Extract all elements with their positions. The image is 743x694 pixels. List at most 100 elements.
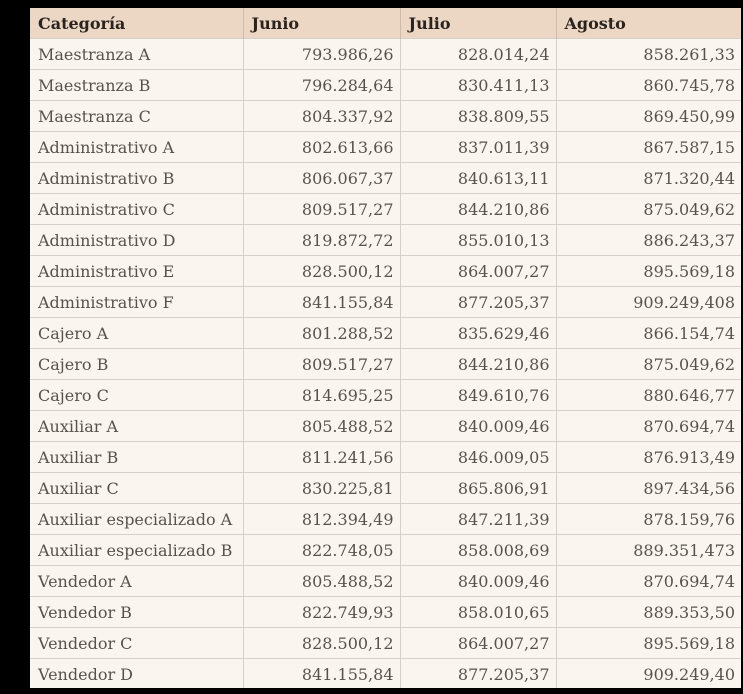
value-cell: 858.261,33: [555, 38, 741, 70]
value-cell: 805.488,52: [242, 410, 400, 442]
value-cell: 846.009,05: [399, 441, 556, 473]
value-cell: 909.249,408: [555, 286, 741, 318]
table-row: Cajero A 801.288,52 835.629,46 866.154,74: [30, 317, 741, 349]
category-cell: Cajero B: [30, 348, 243, 380]
value-cell: 830.225,81: [242, 472, 400, 504]
value-cell: 840.009,46: [399, 410, 556, 442]
category-cell: Administrativo C: [30, 193, 243, 225]
category-cell: Auxiliar especializado A: [30, 503, 243, 535]
table-row: Auxiliar C 830.225,81 865.806,91 897.434,56: [30, 472, 741, 504]
table-row: Administrativo E 828.500,12 864.007,27 895.…: [30, 255, 741, 287]
value-cell: 897.434,56: [555, 472, 741, 504]
value-cell: 796.284,64: [242, 69, 400, 101]
value-cell: 840.009,46: [399, 565, 556, 597]
header-agosto: Agosto: [555, 8, 741, 39]
value-cell: 865.806,91: [399, 472, 556, 504]
value-cell: 828.500,12: [242, 255, 400, 287]
value-cell: 793.986,26: [242, 38, 400, 70]
category-cell: Auxiliar A: [30, 410, 243, 442]
value-cell: 814.695,25: [242, 379, 400, 411]
value-cell: 864.007,27: [399, 255, 556, 287]
value-cell: 858.010,65: [399, 596, 556, 628]
table-row: Auxiliar especializado A 812.394,49 847.21…: [30, 503, 741, 535]
table-row: Administrativo B 806.067,37 840.613,11 871.…: [30, 162, 741, 194]
table-row: Administrativo D 819.872,72 855.010,13 886.…: [30, 224, 741, 256]
value-cell: 869.450,99: [555, 100, 741, 132]
table-row: Auxiliar especializado B 822.748,05 858.00…: [30, 534, 741, 566]
header-julio: Julio: [399, 8, 556, 39]
category-cell: Vendedor A: [30, 565, 243, 597]
value-cell: 841.155,84: [242, 658, 400, 688]
category-cell: Vendedor D: [30, 658, 243, 688]
value-cell: 875.049,62: [555, 348, 741, 380]
value-cell: 870.694,74: [555, 565, 741, 597]
value-cell: 876.913,49: [555, 441, 741, 473]
value-cell: 804.337,92: [242, 100, 400, 132]
salary-table: Categoría Junio Julio Agosto Maestranza …: [30, 8, 741, 688]
value-cell: 841.155,84: [242, 286, 400, 318]
table-row: Vendedor A 805.488,52 840.009,46 870.694,74: [30, 565, 741, 597]
table-row: Maestranza B 796.284,64 830.411,13 860.745,…: [30, 69, 741, 101]
value-cell: 849.610,76: [399, 379, 556, 411]
value-cell: 855.010,13: [399, 224, 556, 256]
category-cell: Auxiliar especializado B: [30, 534, 243, 566]
value-cell: 878.159,76: [555, 503, 741, 535]
header-row: Categoría Junio Julio Agosto: [30, 8, 741, 39]
table-row: Administrativo C 809.517,27 844.210,86 875.…: [30, 193, 741, 225]
category-cell: Cajero A: [30, 317, 243, 349]
table-row: Vendedor D 841.155,84 877.205,37 909.249,40: [30, 658, 741, 688]
value-cell: 809.517,27: [242, 193, 400, 225]
value-cell: 811.241,56: [242, 441, 400, 473]
table-row: Administrativo F 841.155,84 877.205,37 909.…: [30, 286, 741, 318]
value-cell: 844.210,86: [399, 348, 556, 380]
value-cell: 822.748,05: [242, 534, 400, 566]
table-header: Categoría Junio Julio Agosto: [30, 8, 741, 39]
value-cell: 812.394,49: [242, 503, 400, 535]
value-cell: 909.249,40: [555, 658, 741, 688]
category-cell: Administrativo D: [30, 224, 243, 256]
value-cell: 877.205,37: [399, 658, 556, 688]
value-cell: 867.587,15: [555, 131, 741, 163]
value-cell: 828.500,12: [242, 627, 400, 659]
table-row: Cajero B 809.517,27 844.210,86 875.049,62: [30, 348, 741, 380]
category-cell: Vendedor C: [30, 627, 243, 659]
value-cell: 835.629,46: [399, 317, 556, 349]
value-cell: 875.049,62: [555, 193, 741, 225]
value-cell: 837.011,39: [399, 131, 556, 163]
value-cell: 895.569,18: [555, 255, 741, 287]
category-cell: Auxiliar B: [30, 441, 243, 473]
table-row: Maestranza C 804.337,92 838.809,55 869.450,…: [30, 100, 741, 132]
header-junio: Junio: [242, 8, 400, 39]
header-categoria: Categoría: [30, 8, 243, 39]
category-cell: Vendedor B: [30, 596, 243, 628]
salary-table-container: Categoría Junio Julio Agosto Maestranza …: [30, 8, 741, 688]
table-row: Maestranza A 793.986,26 828.014,24 858.261,…: [30, 38, 741, 70]
category-cell: Cajero C: [30, 379, 243, 411]
value-cell: 840.613,11: [399, 162, 556, 194]
value-cell: 860.745,78: [555, 69, 741, 101]
value-cell: 877.205,37: [399, 286, 556, 318]
value-cell: 802.613,66: [242, 131, 400, 163]
value-cell: 838.809,55: [399, 100, 556, 132]
table-row: Vendedor C 828.500,12 864.007,27 895.569,18: [30, 627, 741, 659]
table-row: Administrativo A 802.613,66 837.011,39 867.…: [30, 131, 741, 163]
value-cell: 828.014,24: [399, 38, 556, 70]
value-cell: 801.288,52: [242, 317, 400, 349]
table-body: Maestranza A 793.986,26 828.014,24 858.261,…: [30, 38, 741, 688]
category-cell: Auxiliar C: [30, 472, 243, 504]
value-cell: 864.007,27: [399, 627, 556, 659]
value-cell: 870.694,74: [555, 410, 741, 442]
value-cell: 871.320,44: [555, 162, 741, 194]
value-cell: 844.210,86: [399, 193, 556, 225]
value-cell: 858.008,69: [399, 534, 556, 566]
value-cell: 806.067,37: [242, 162, 400, 194]
category-cell: Administrativo B: [30, 162, 243, 194]
value-cell: 889.353,50: [555, 596, 741, 628]
value-cell: 866.154,74: [555, 317, 741, 349]
category-cell: Maestranza C: [30, 100, 243, 132]
table-row: Auxiliar B 811.241,56 846.009,05 876.913,49: [30, 441, 741, 473]
value-cell: 886.243,37: [555, 224, 741, 256]
value-cell: 830.411,13: [399, 69, 556, 101]
category-cell: Administrativo F: [30, 286, 243, 318]
table-row: Cajero C 814.695,25 849.610,76 880.646,77: [30, 379, 741, 411]
